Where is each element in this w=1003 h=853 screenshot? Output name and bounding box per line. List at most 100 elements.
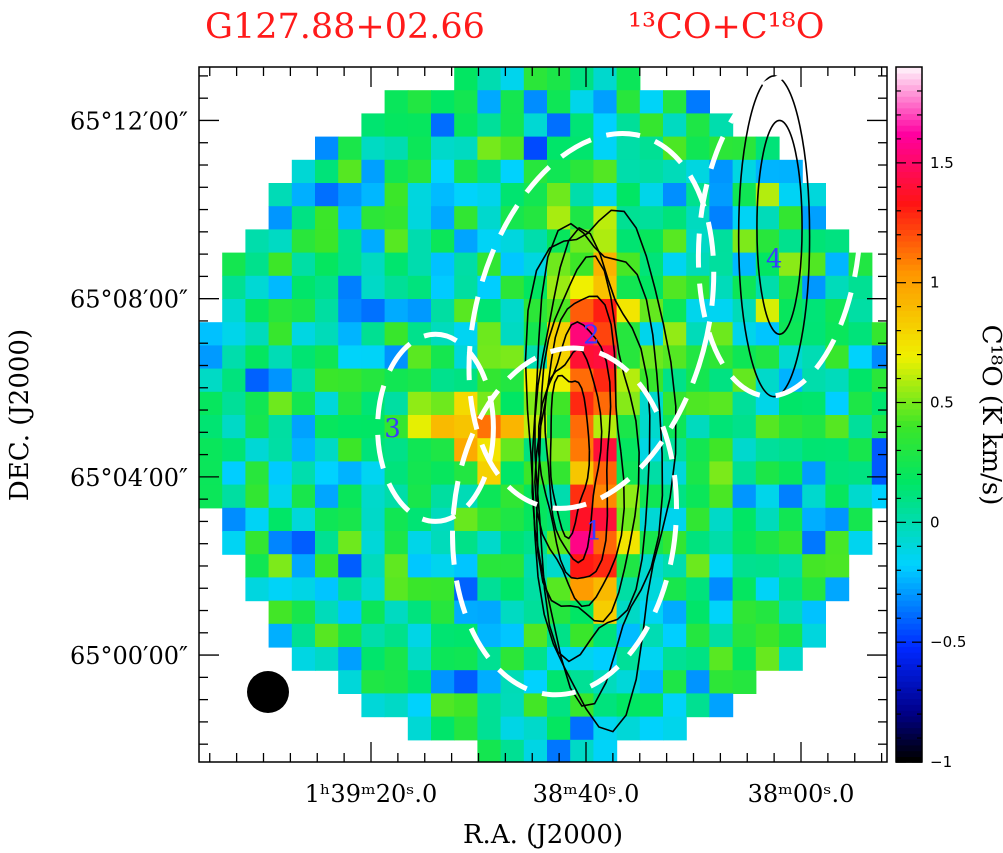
clump-label: 2 bbox=[583, 320, 600, 350]
heatmap-pixel bbox=[407, 206, 432, 230]
heatmap-pixel bbox=[338, 623, 362, 648]
heatmap-pixel bbox=[593, 693, 618, 718]
heatmap-pixel bbox=[431, 136, 455, 161]
heatmap-pixel bbox=[500, 623, 525, 648]
heatmap-pixel bbox=[755, 507, 780, 532]
colorbar-swatch bbox=[896, 379, 922, 387]
heatmap-pixel bbox=[268, 322, 293, 346]
beam-icon bbox=[247, 671, 289, 713]
heatmap-pixel bbox=[523, 739, 548, 762]
heatmap-pixel bbox=[361, 415, 386, 439]
colorbar-swatch bbox=[896, 478, 922, 485]
colorbar-swatch bbox=[896, 177, 922, 184]
heatmap-pixel bbox=[616, 368, 641, 393]
heatmap-pixel bbox=[338, 345, 362, 370]
heatmap-pixel bbox=[686, 693, 710, 718]
colorbar-swatch bbox=[896, 599, 922, 607]
heatmap-pixel bbox=[802, 183, 826, 207]
heatmap-pixel bbox=[407, 183, 432, 207]
heatmap-pixel bbox=[825, 577, 850, 602]
heatmap-pixel bbox=[848, 275, 873, 300]
heatmap-pixel bbox=[291, 647, 316, 671]
colorbar-swatch bbox=[896, 345, 922, 352]
heatmap-pixel bbox=[755, 391, 780, 416]
heatmap-pixels bbox=[199, 67, 887, 762]
heatmap-pixel bbox=[477, 206, 502, 230]
heatmap-pixel bbox=[361, 600, 386, 625]
colorbar-swatch bbox=[896, 530, 922, 537]
heatmap-pixel bbox=[268, 345, 293, 370]
heatmap-pixel bbox=[709, 693, 734, 718]
heatmap-pixel bbox=[500, 531, 525, 555]
heatmap-pixel bbox=[639, 113, 664, 138]
heatmap-pixel bbox=[222, 484, 246, 509]
heatmap-pixel bbox=[825, 484, 850, 509]
heatmap-pixel bbox=[779, 391, 803, 416]
heatmap-pixel bbox=[616, 275, 641, 300]
heatmap-pixel bbox=[616, 159, 641, 184]
heatmap-pixel bbox=[407, 391, 432, 416]
colorbar-swatch bbox=[896, 182, 922, 190]
colorbar-swatch bbox=[896, 188, 922, 196]
heatmap-pixel bbox=[222, 299, 246, 323]
colorbar-swatch bbox=[896, 229, 922, 236]
colorbar-swatch bbox=[896, 95, 922, 103]
heatmap-pixel bbox=[407, 345, 432, 370]
heatmap-pixel bbox=[616, 322, 641, 346]
heatmap-pixel bbox=[384, 623, 409, 648]
heatmap-pixel bbox=[338, 554, 362, 578]
heatmap-pixel bbox=[361, 623, 386, 648]
heatmap-pixel bbox=[245, 554, 270, 578]
colorbar-swatch bbox=[896, 466, 922, 474]
colorbar-swatch bbox=[896, 130, 922, 138]
heatmap-pixel bbox=[245, 322, 270, 346]
heatmap-pixel bbox=[407, 577, 432, 602]
heatmap-pixel bbox=[547, 67, 571, 91]
heatmap-pixel bbox=[245, 577, 270, 602]
colorbar-swatch bbox=[896, 449, 922, 456]
heatmap-pixel bbox=[732, 159, 757, 184]
y-tick-label: 65°12′00″ bbox=[70, 107, 188, 135]
heatmap-pixel bbox=[477, 183, 502, 207]
heatmap-pixel bbox=[547, 739, 571, 762]
heatmap-pixel bbox=[547, 159, 571, 184]
heatmap-pixel bbox=[500, 368, 525, 393]
heatmap-pixel bbox=[245, 275, 270, 300]
heatmap-pixel bbox=[222, 438, 246, 462]
heatmap-pixel bbox=[361, 275, 386, 300]
heatmap-pixel bbox=[268, 577, 293, 602]
heatmap-pixel bbox=[848, 368, 873, 393]
colorbar-swatch bbox=[896, 246, 922, 254]
heatmap-pixel bbox=[361, 136, 386, 161]
heatmap-pixel bbox=[732, 415, 757, 439]
clump-label: 4 bbox=[766, 245, 783, 275]
heatmap-pixel bbox=[454, 461, 478, 486]
colorbar-swatch bbox=[896, 565, 922, 572]
heatmap-pixel bbox=[732, 531, 757, 555]
colorbar-swatch bbox=[896, 113, 922, 120]
colorbar-swatch bbox=[896, 738, 922, 746]
colorbar-swatch bbox=[896, 350, 922, 358]
heatmap-pixel bbox=[268, 206, 293, 230]
heatmap-pixel bbox=[779, 438, 803, 462]
heatmap-pixel bbox=[709, 647, 734, 671]
heatmap-pixel bbox=[222, 322, 246, 346]
colorbar-swatch bbox=[896, 686, 922, 694]
colorbar-swatch bbox=[896, 536, 922, 543]
heatmap-pixel bbox=[732, 577, 757, 602]
heatmap-pixel bbox=[291, 183, 316, 207]
heatmap-pixel bbox=[709, 159, 734, 184]
heatmap-pixel bbox=[593, 415, 618, 439]
colorbar-swatch bbox=[896, 333, 922, 341]
heatmap-pixel bbox=[407, 647, 432, 671]
heatmap-pixel bbox=[384, 368, 409, 393]
heatmap-pixel bbox=[663, 252, 687, 277]
heatmap-pixel bbox=[547, 438, 571, 462]
heatmap-pixel bbox=[361, 113, 386, 138]
heatmap-pixel bbox=[315, 368, 339, 393]
heatmap-pixel bbox=[616, 415, 641, 439]
heatmap-pixel bbox=[315, 531, 339, 555]
heatmap-pixel bbox=[732, 670, 757, 694]
heatmap-pixel bbox=[338, 461, 362, 486]
heatmap-pixel bbox=[802, 229, 826, 254]
